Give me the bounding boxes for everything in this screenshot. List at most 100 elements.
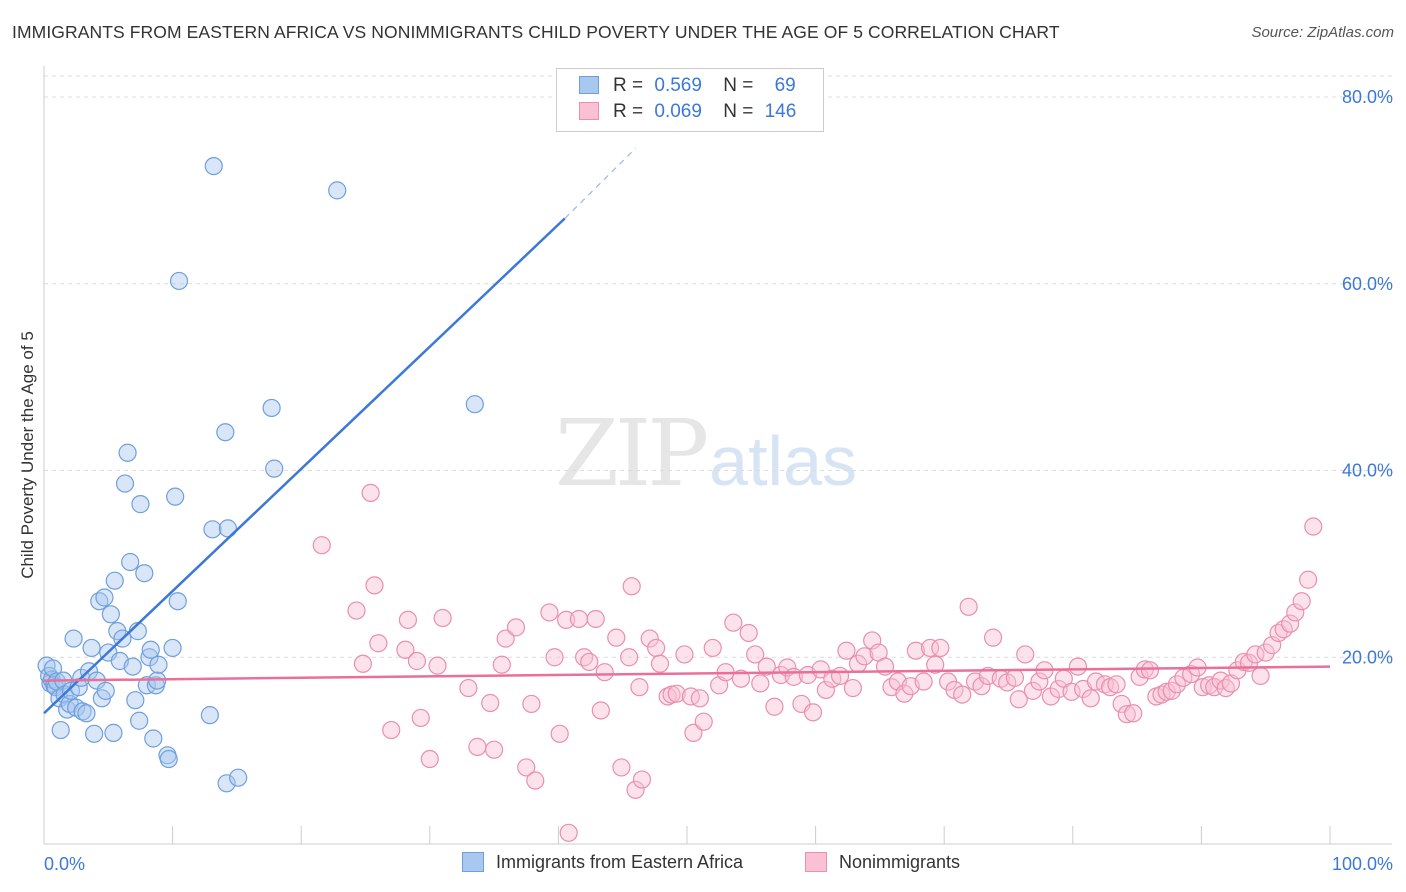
point-nonimmigrants: [630, 678, 649, 697]
point-immigrants: [77, 704, 96, 723]
point-nonimmigrants: [731, 669, 751, 688]
point-nonimmigrants: [382, 720, 401, 740]
point-nonimmigrants: [746, 645, 765, 664]
point-nonimmigrants: [1009, 690, 1028, 709]
point-nonimmigrants: [724, 613, 743, 632]
point-immigrants: [126, 691, 145, 710]
point-nonimmigrants: [920, 638, 940, 658]
point-nonimmigrants: [626, 780, 645, 799]
point-nonimmigrants: [550, 724, 569, 743]
x-tick-label: 0.0%: [44, 854, 85, 874]
point-nonimmigrants: [1030, 672, 1049, 691]
legend-label-nonimmigrants: Nonimmigrants: [839, 852, 961, 872]
point-immigrants: [229, 768, 248, 787]
point-nonimmigrants: [398, 610, 418, 630]
point-immigrants: [262, 398, 281, 418]
point-immigrants: [118, 443, 137, 462]
point-nonimmigrants: [906, 641, 926, 660]
point-nonimmigrants: [468, 737, 487, 756]
y-tick-label: 40.0%: [1342, 461, 1393, 481]
point-nonimmigrants: [1167, 675, 1187, 694]
point-nonimmigrants: [1140, 661, 1160, 680]
point-nonimmigrants: [830, 666, 850, 686]
point-nonimmigrants: [684, 723, 703, 742]
point-immigrants: [203, 520, 222, 539]
point-nonimmigrants: [1182, 664, 1201, 684]
point-immigrants: [104, 723, 123, 742]
point-nonimmigrants: [433, 608, 452, 628]
point-nonimmigrants: [1256, 643, 1275, 662]
point-nonimmigrants: [1068, 657, 1088, 676]
point-nonimmigrants: [1107, 675, 1126, 694]
point-immigrants: [149, 655, 168, 674]
point-nonimmigrants: [526, 771, 545, 790]
point-nonimmigrants: [506, 618, 526, 637]
point-nonimmigrants: [816, 680, 835, 700]
legend-n-label: N =: [723, 101, 754, 122]
point-nonimmigrants: [365, 576, 384, 595]
point-nonimmigrants: [492, 655, 511, 674]
point-nonimmigrants: [803, 703, 823, 722]
point-nonimmigrants: [559, 823, 578, 842]
point-nonimmigrants: [586, 609, 605, 629]
point-immigrants: [216, 423, 235, 442]
point-nonimmigrants: [612, 758, 631, 777]
y-tick-label: 60.0%: [1342, 274, 1393, 294]
correlation-legend: R = 0.569 N = 69 R = 0.069 N = 146: [556, 68, 824, 132]
point-nonimmigrants: [895, 684, 914, 703]
source-label: Source: ZipAtlas.com: [1251, 24, 1394, 41]
point-nonimmigrants: [667, 684, 686, 703]
point-nonimmigrants: [1286, 603, 1305, 622]
point-nonimmigrants: [411, 708, 430, 728]
watermark-atlas: atlas: [709, 422, 858, 500]
point-nonimmigrants: [396, 640, 415, 659]
point-nonimmigrants: [739, 623, 758, 643]
point-nonimmigrants: [959, 597, 978, 616]
point-nonimmigrants: [481, 693, 500, 713]
point-nonimmigrants: [1005, 668, 1025, 687]
point-nonimmigrants: [1117, 705, 1136, 724]
point-nonimmigrants: [953, 685, 972, 704]
point-nonimmigrants: [420, 749, 439, 769]
legend-n-value: 146: [764, 101, 797, 122]
point-immigrants: [217, 774, 236, 793]
point-nonimmigrants: [620, 648, 639, 667]
point-nonimmigrants: [522, 694, 541, 714]
point-nonimmigrants: [681, 687, 700, 706]
point-immigrants: [130, 711, 149, 730]
point-nonimmigrants: [1152, 685, 1171, 704]
point-immigrants: [115, 474, 135, 493]
point-immigrants: [51, 720, 70, 740]
point-nonimmigrants: [369, 634, 388, 653]
point-immigrants: [105, 571, 124, 590]
point-immigrants: [64, 629, 83, 648]
point-nonimmigrants: [650, 654, 670, 673]
point-nonimmigrants: [347, 601, 366, 620]
point-immigrants: [163, 638, 182, 658]
point-nonimmigrants: [703, 638, 722, 658]
point-nonimmigrants: [751, 674, 770, 693]
point-immigrants: [121, 552, 140, 572]
point-nonimmigrants: [591, 701, 610, 720]
legend-row-nonimmigrants: R = 0.069 N = 146: [579, 101, 796, 125]
point-nonimmigrants: [647, 638, 666, 658]
point-nonimmigrants: [569, 609, 589, 629]
point-nonimmigrants: [428, 656, 447, 675]
point-nonimmigrants: [595, 663, 614, 682]
legend-swatch-nonimmigrants: [805, 852, 827, 872]
y-tick-label: 80.0%: [1342, 87, 1393, 107]
point-nonimmigrants: [837, 641, 856, 660]
trendline-immigrants: [43, 217, 566, 715]
point-immigrants: [204, 156, 223, 176]
point-nonimmigrants: [690, 689, 709, 708]
x-tick-label: 100.0%: [1332, 854, 1393, 874]
point-nonimmigrants: [972, 677, 991, 696]
legend-label-immigrants: Immigrants from Eastern Africa: [496, 852, 744, 872]
point-nonimmigrants: [1016, 645, 1035, 664]
point-nonimmigrants: [1251, 666, 1270, 686]
legend-r-label: R =: [613, 101, 644, 122]
point-nonimmigrants: [545, 648, 564, 667]
point-nonimmigrants: [1081, 689, 1100, 708]
point-nonimmigrants: [1299, 570, 1318, 589]
point-nonimmigrants: [459, 678, 478, 698]
